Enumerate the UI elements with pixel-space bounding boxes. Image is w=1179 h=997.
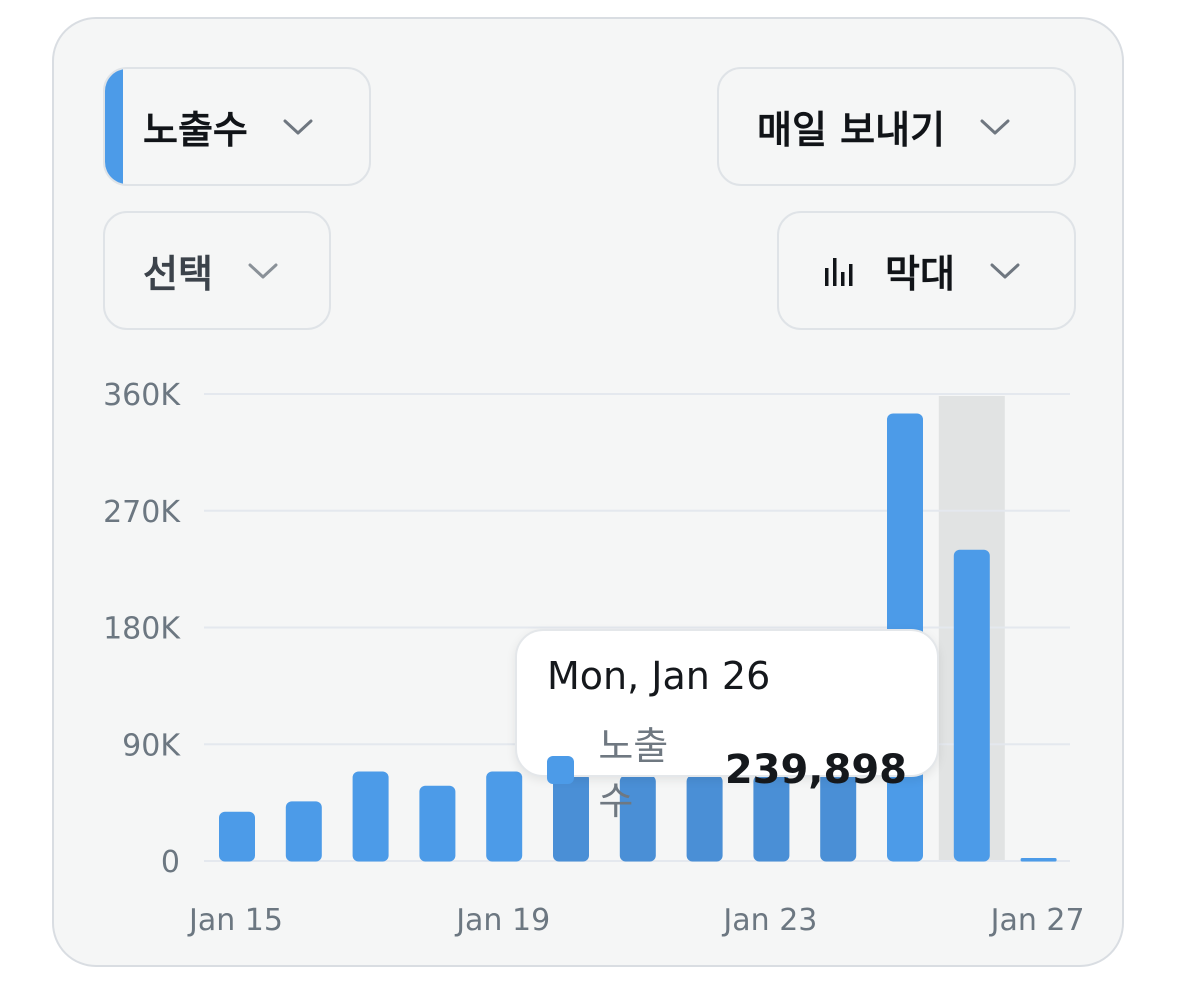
bar-chart-icon (825, 257, 853, 286)
tooltip-date: Mon, Jan 26 (547, 654, 771, 698)
bar (753, 775, 790, 862)
select-dropdown-label: 선택 (143, 252, 213, 296)
tooltip-value: 239,898 (724, 747, 907, 793)
tooltip-series-swatch (547, 756, 575, 784)
chart-type-dropdown[interactable]: 막대 (777, 211, 1076, 330)
bar (285, 801, 322, 862)
chart-type-label: 막대 (885, 252, 955, 296)
bar (553, 772, 589, 862)
bar (686, 775, 723, 862)
chevron-down-icon (248, 263, 278, 278)
y-tick-label: 90K (122, 728, 181, 763)
chevron-down-icon (990, 263, 1020, 278)
chevron-down-icon (283, 119, 313, 134)
x-tick-label: Jan 15 (187, 903, 283, 938)
series-color-indicator (105, 69, 123, 184)
x-tick-label: Jan 19 (454, 903, 550, 938)
y-tick-label: 360K (103, 378, 181, 413)
bar (619, 775, 656, 862)
y-tick-label: 180K (103, 612, 181, 647)
bar (419, 785, 456, 862)
send-frequency-label: 매일 보내기 (757, 108, 946, 152)
metric-dropdown[interactable]: 노출수 (103, 67, 371, 186)
bar (820, 767, 857, 862)
y-tick-label: 0 (161, 845, 180, 880)
select-dropdown[interactable]: 선택 (103, 211, 331, 330)
x-tick-label: Jan 23 (721, 903, 817, 938)
bar (953, 549, 990, 862)
chart-tooltip: Mon, Jan 26 노출수 239,898 (515, 629, 939, 823)
chevron-down-icon (980, 119, 1010, 134)
x-tick-label: Jan 27 (989, 903, 1085, 938)
send-frequency-dropdown[interactable]: 매일 보내기 (717, 67, 1076, 186)
bar (352, 771, 389, 862)
bar (219, 811, 255, 862)
metric-dropdown-label: 노출수 (143, 108, 248, 152)
bar (486, 771, 523, 862)
y-tick-label: 270K (103, 495, 181, 530)
tooltip-series-name: 노출수 (598, 724, 669, 823)
bar (1020, 858, 1057, 862)
